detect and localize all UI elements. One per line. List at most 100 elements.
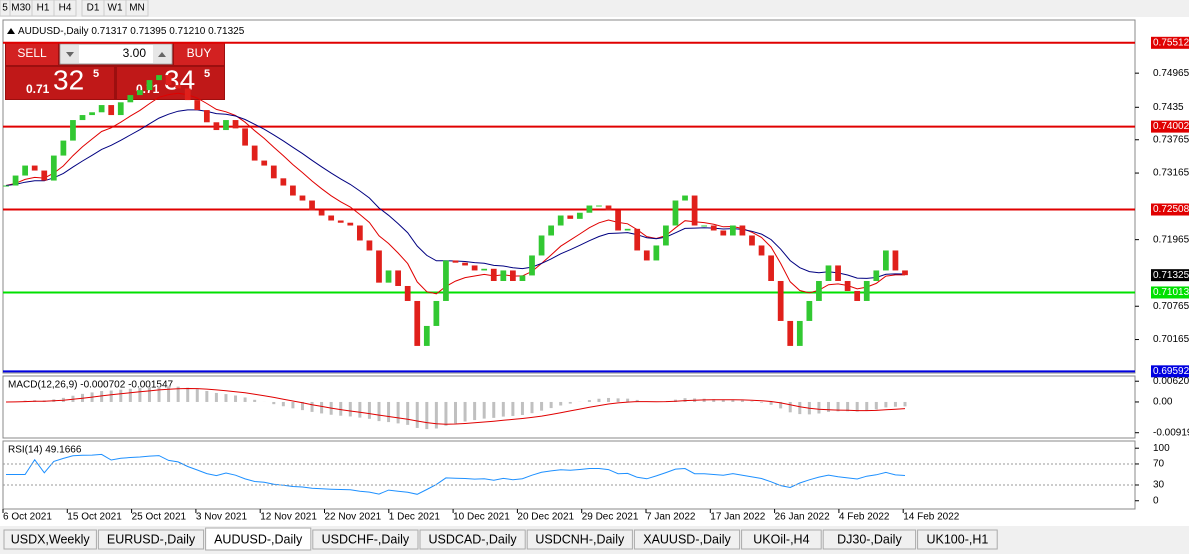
tab[interactable] xyxy=(97,529,205,550)
timeframe-button[interactable] xyxy=(125,0,149,17)
y-tick-label: 0.70165 xyxy=(1153,334,1189,345)
x-tick-label: 7 Jan 2022 xyxy=(646,512,696,523)
y-tick-label: 30 xyxy=(1153,480,1165,491)
x-tick-label: 29 Dec 2021 xyxy=(582,512,639,523)
price-sup: 5 xyxy=(93,68,99,80)
y-tick-label: 0.7435 xyxy=(1153,102,1184,113)
candle xyxy=(749,235,755,246)
tab[interactable] xyxy=(419,529,526,550)
x-tick-label: 1 Dec 2021 xyxy=(389,512,441,523)
macd-frame xyxy=(2,375,1136,439)
timeframe-label: H1 xyxy=(37,3,50,14)
lots-input[interactable] xyxy=(59,43,173,65)
candle xyxy=(729,225,736,236)
timeframe-button[interactable] xyxy=(53,0,77,17)
timeframe-label: H4 xyxy=(59,3,72,14)
candle xyxy=(873,270,880,281)
x-tick-label: 20 Dec 2021 xyxy=(517,512,574,523)
candle xyxy=(31,165,38,171)
candle xyxy=(557,215,564,226)
candle xyxy=(184,88,191,101)
tab[interactable] xyxy=(526,529,633,550)
y-tick-label: 100 xyxy=(1153,443,1170,454)
candle xyxy=(615,210,621,231)
candle xyxy=(22,165,28,176)
price-mid: 32 xyxy=(53,64,84,95)
sell-price-box[interactable] xyxy=(6,67,114,99)
x-tick-label: 3 Nov 2021 xyxy=(196,512,248,523)
x-tick-label: 15 Oct 2021 xyxy=(67,512,122,523)
collapse-icon[interactable] xyxy=(7,28,15,34)
macd-label: MACD(12,26,9) -0.000702 -0.001547 xyxy=(8,380,174,391)
y-tick-label: 70 xyxy=(1153,459,1165,470)
x-tick-label: 26 Jan 2022 xyxy=(775,512,830,523)
candle xyxy=(137,90,143,96)
candle xyxy=(443,260,449,301)
candle xyxy=(356,225,363,241)
candle xyxy=(519,275,526,281)
buy-button[interactable] xyxy=(174,43,224,65)
tab[interactable] xyxy=(822,529,917,550)
x-tick-label: 12 Nov 2021 xyxy=(260,512,317,523)
level-label-bg xyxy=(1151,365,1189,378)
x-tick-label: 4 Feb 2022 xyxy=(839,512,890,523)
y-tick-label: 0.71965 xyxy=(1153,234,1189,245)
candle xyxy=(194,100,201,111)
candle xyxy=(232,120,239,129)
tab-label: DJ30-,Daily xyxy=(837,532,902,546)
candle xyxy=(787,320,794,346)
candle xyxy=(586,205,593,213)
rsi-frame xyxy=(2,440,1136,510)
level-label: 0.72508 xyxy=(1153,204,1189,215)
candle xyxy=(385,270,392,283)
candle xyxy=(309,200,315,211)
x-tick-label: 6 Oct 2021 xyxy=(3,512,52,523)
timeframe-label: 5 xyxy=(2,3,8,14)
candle xyxy=(538,235,545,256)
candle xyxy=(863,280,870,301)
symbol: AUDUSD-,Daily xyxy=(18,26,89,37)
candle xyxy=(108,105,115,116)
candle xyxy=(768,255,774,281)
candle xyxy=(624,228,631,231)
macd-signal xyxy=(5,387,906,425)
tab[interactable] xyxy=(312,529,419,550)
candle xyxy=(146,80,153,91)
tab[interactable] xyxy=(3,529,97,550)
candle xyxy=(806,300,813,321)
buy-label: BUY xyxy=(187,46,212,60)
candle xyxy=(596,205,602,207)
candle xyxy=(127,95,134,103)
tab[interactable] xyxy=(633,529,741,550)
tab[interactable] xyxy=(741,529,822,550)
tab[interactable] xyxy=(205,527,312,551)
y-tick-label: 0.73765 xyxy=(1153,134,1189,145)
candle xyxy=(854,290,861,301)
sell-button[interactable] xyxy=(6,43,58,65)
candle xyxy=(710,225,717,231)
candle xyxy=(203,110,210,123)
lots-value: 3.00 xyxy=(123,46,147,60)
tab-label: USDCNH-,Daily xyxy=(535,532,625,546)
x-tick-label: 17 Jan 2022 xyxy=(710,512,765,523)
timeframe-label: W1 xyxy=(108,3,123,14)
x-tick-label: 14 Feb 2022 xyxy=(903,512,960,523)
y-tick-label: -0.00919 xyxy=(1153,427,1189,438)
price-sup: 5 xyxy=(204,68,210,80)
tab-label: UKOil-,H4 xyxy=(753,532,809,546)
down-arrow xyxy=(66,52,74,57)
y-tick-label: 0.006201 xyxy=(1153,376,1189,387)
tab-label: USDCAD-,Daily xyxy=(428,532,517,546)
tab[interactable] xyxy=(917,529,998,550)
candle xyxy=(672,200,679,226)
candle xyxy=(653,245,660,261)
level-label-bg xyxy=(1151,286,1189,299)
candle xyxy=(290,185,296,196)
sell-label: SELL xyxy=(17,46,47,60)
candle xyxy=(691,195,698,226)
candle xyxy=(223,120,229,131)
tab-label: XAUUSD-,Daily xyxy=(643,532,731,546)
price-big: 0.71 xyxy=(26,82,50,96)
candle xyxy=(462,262,468,266)
candle xyxy=(79,115,86,121)
